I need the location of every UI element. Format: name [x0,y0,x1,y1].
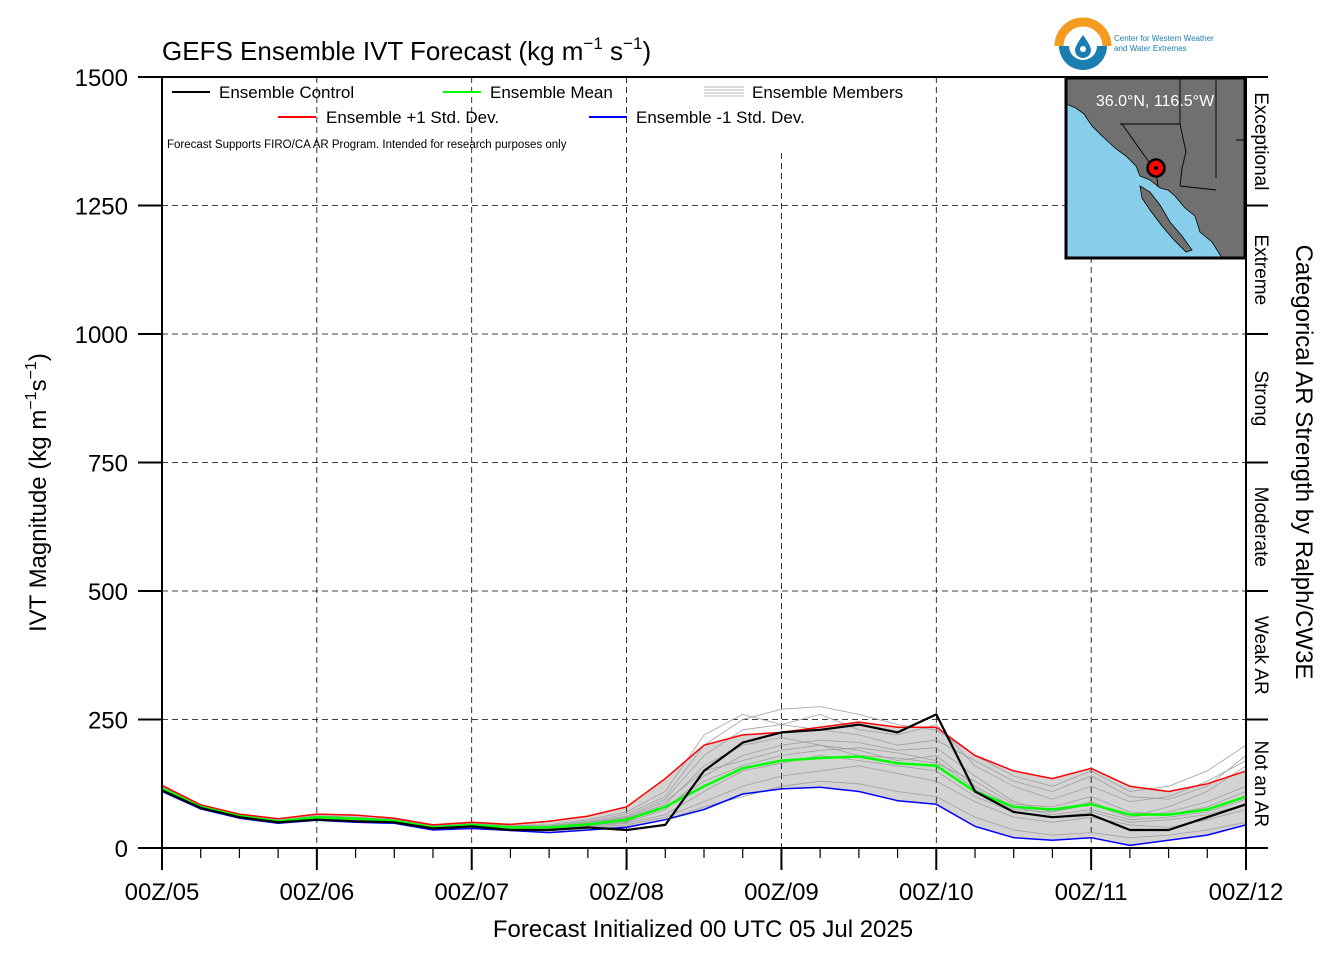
category-label: Moderate [1250,487,1271,567]
legend-control-label: Ensemble Control [219,83,354,102]
y-tick-label: 1250 [75,194,128,221]
legend-mean-label: Ensemble Mean [490,83,613,102]
logo-text-line2: and Water Extremes [1114,44,1187,53]
x-tick-label: 00Z/06 [279,879,354,906]
logo-text-line1: Center for Western Weather [1114,34,1214,43]
baja-peninsula [1139,185,1193,253]
y-tick-label: 0 [115,836,128,863]
y-tick-label: 250 [88,708,128,735]
x-tick-label: 00Z/07 [434,879,509,906]
ensemble-control-line [161,713,1247,832]
ensemble-mean-line [161,755,1247,829]
legend-plus-label: Ensemble +1 Std. Dev. [326,108,499,127]
x-tick-label: 00Z/10 [899,879,974,906]
legend-minus-label: Ensemble -1 Std. Dev. [636,108,805,127]
legend-members-label: Ensemble Members [752,83,903,102]
y-axis-label: IVT Magnitude (kg m−1s−1) [23,353,52,632]
category-label: Strong [1250,370,1271,426]
y-tick-label: 1000 [75,322,128,349]
cw3e-logo: Center for Western Weather and Water Ext… [1054,17,1214,70]
right-axis-label: Categorical AR Strength by Ralph/CW3E [1290,245,1317,680]
x-tick-label: 00Z/12 [1209,879,1284,906]
location-inset-map: 36.0°N, 116.5°W [1064,76,1247,260]
disclaimer-note: Forecast Supports FIRO/CA AR Program. In… [167,139,567,151]
y-tick-label: 750 [88,451,128,478]
x-axis-label: Forecast Initialized 00 UTC 05 Jul 2025 [493,916,913,943]
plus-std-line [161,721,1247,826]
x-tick-label: 00Z/11 [1055,879,1128,906]
chart-title: GEFS Ensemble IVT Forecast (kg m−1 s−1) [162,34,651,66]
category-label: Exceptional [1250,92,1271,190]
legend-members-swatch [704,86,744,97]
x-tick-label: 00Z/09 [744,879,819,906]
y-tick-label: 500 [88,579,128,606]
category-label: Not an AR [1250,740,1271,827]
category-label: Weak AR [1250,616,1271,695]
x-tick-label: 00Z/08 [589,879,664,906]
spread-band [162,722,1246,846]
category-label: Extreme [1250,234,1271,305]
location-label: 36.0°N, 116.5°W [1096,93,1215,110]
location-marker-dot [1154,166,1158,170]
ensemble-member-line [161,713,1247,826]
y-tick-label: 1500 [75,65,128,92]
logo-sun-arc-icon [1054,17,1112,47]
x-tick-label: 00Z/05 [125,879,200,906]
legend: Ensemble Control Ensemble Mean Ensemble … [172,83,903,127]
